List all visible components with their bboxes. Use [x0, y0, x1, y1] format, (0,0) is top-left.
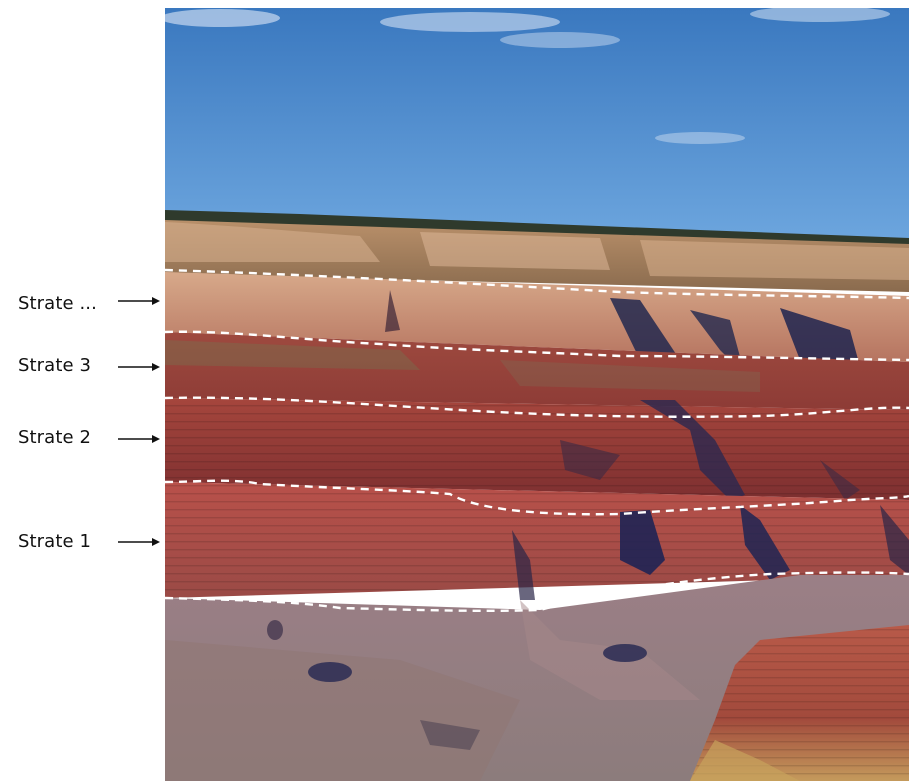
strata-boundaries: [165, 268, 909, 613]
arrow-right-icon: [118, 363, 160, 371]
strata-label-2: Strate 2: [18, 427, 92, 448]
arrow-right-icon: [118, 538, 160, 546]
canyon-photo: [165, 8, 909, 781]
arrow-right-icon: [118, 435, 160, 443]
strata-label-1: Strate 1: [18, 531, 92, 552]
strata-label-top: Strate ...: [18, 293, 97, 314]
strata-label-3: Strate 3: [18, 355, 92, 376]
arrow-right-icon: [118, 297, 160, 305]
